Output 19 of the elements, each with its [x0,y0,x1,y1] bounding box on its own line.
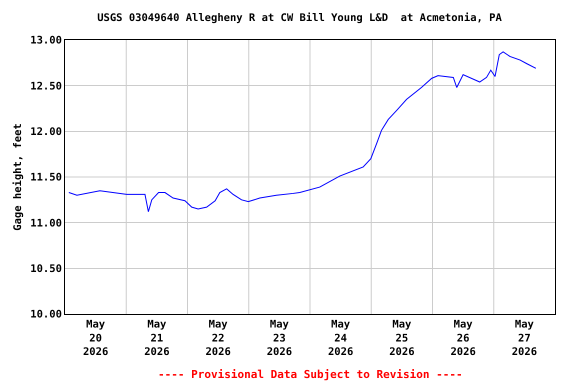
x-tick-label: May 25 2026 [389,318,415,358]
y-tick-label: 11.00 [30,217,62,230]
y-tick-label: 11.50 [30,172,62,184]
x-tick-label: May 21 2026 [144,318,170,358]
x-tick-label: May 27 2026 [512,318,538,358]
x-tick-label: May 20 2026 [82,318,108,358]
text: ---- Provisional Data Subject to Revision ---- [158,368,463,381]
y-tick-label: 13.00 [30,34,62,47]
x-tick-label: May 24 2026 [328,318,354,358]
x-tick-label: May 26 2026 [450,318,476,358]
y-tick-label: 12.00 [30,126,62,138]
line-series [68,51,536,212]
chart-title: USGS 03049640 Allegheny R at CW Bill Young L&D at Acmetonia, PA [97,12,502,24]
y-axis-title: Gage height, feet [12,123,24,231]
x-tick-label: May 23 2026 [266,318,292,358]
y-tick-label: 12.50 [30,80,62,92]
x-tick-label: May 22 2026 [205,318,231,358]
y-tick-label: 10.00 [30,308,62,321]
y-tick-label: 10.50 [30,263,62,276]
